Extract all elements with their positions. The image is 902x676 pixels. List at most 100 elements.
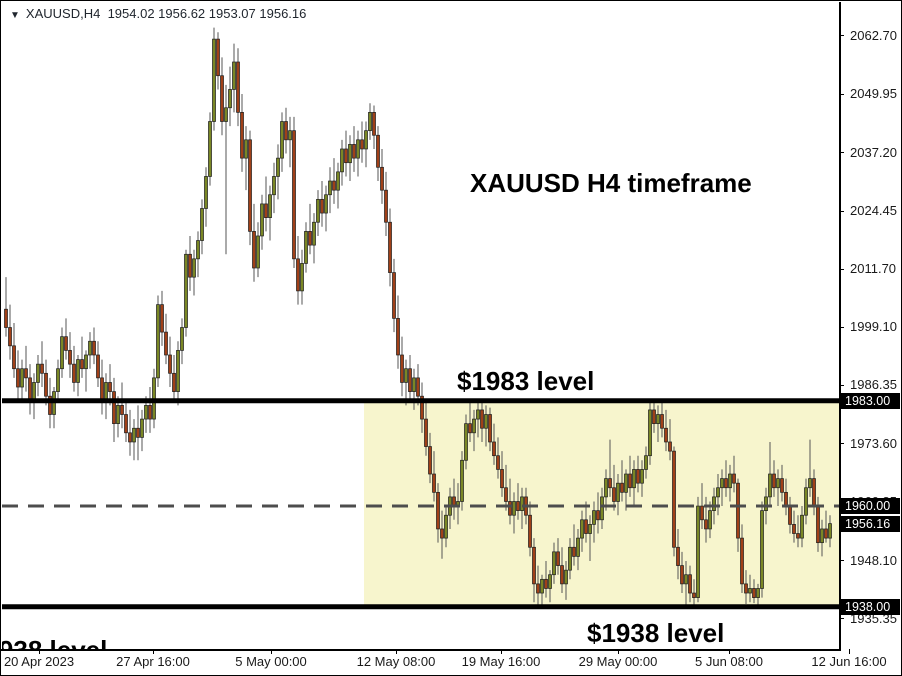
- candle: [540, 574, 544, 605]
- candle: [380, 148, 384, 204]
- candle: [36, 354, 40, 397]
- candle: [140, 409, 144, 452]
- candle: [504, 464, 508, 511]
- candle: [208, 112, 212, 186]
- candle: [360, 121, 364, 163]
- candle: [220, 57, 224, 136]
- time-tick-label: 5 May 00:00: [235, 654, 307, 669]
- candle: [468, 403, 472, 442]
- candle: [544, 560, 548, 598]
- candle: [568, 538, 572, 580]
- candle: [752, 579, 756, 604]
- candle: [160, 290, 164, 346]
- candle: [316, 190, 320, 236]
- price-marker-1983.00: 1983.00: [841, 392, 900, 409]
- candle: [604, 469, 608, 511]
- candle: [720, 469, 724, 507]
- timeframe-label: XAUUSD H4 timeframe: [470, 168, 752, 198]
- candle: [484, 405, 488, 447]
- candle: [216, 32, 220, 90]
- level-1983-label: $1983 level: [457, 366, 595, 396]
- time-axis[interactable]: 20 Apr 2023 27 Apr 16:00 5 May 00:00 12 May…: [1, 649, 901, 675]
- price-chart-canvas[interactable]: [2, 2, 839, 649]
- candle: [528, 501, 532, 557]
- candle: [308, 203, 312, 255]
- price-tick-label: 2011.70: [850, 261, 897, 277]
- candle: [760, 501, 764, 598]
- candle: [660, 400, 664, 438]
- candle: [688, 565, 692, 603]
- candle: [664, 409, 668, 452]
- candle: [288, 116, 292, 168]
- candle: [820, 519, 824, 557]
- price-axis[interactable]: 2062.70 2049.95 2037.20 2024.45 2011.70 1999.…: [839, 2, 901, 649]
- candle: [8, 304, 12, 360]
- level-1938-label-clipped: $1938 level: [2, 635, 107, 649]
- price-tick-mark: [839, 268, 844, 270]
- candle: [464, 414, 468, 470]
- chart-plot-area[interactable]: ▼ XAUUSD,H4 1954.02 1956.62 1953.07 1956.…: [2, 2, 839, 649]
- candle: [824, 510, 828, 543]
- candle: [344, 130, 348, 177]
- candle: [120, 382, 124, 429]
- candle: [324, 185, 328, 232]
- candle: [396, 295, 400, 369]
- symbol-title[interactable]: XAUUSD,H4: [25, 6, 101, 21]
- candle: [408, 354, 412, 401]
- candle: [828, 515, 832, 548]
- time-tick-mark: [849, 649, 850, 654]
- symbol-dropdown-icon[interactable]: ▼: [10, 10, 20, 21]
- candle: [228, 66, 232, 127]
- candle: [672, 446, 676, 557]
- candle: [436, 483, 440, 543]
- candle: [280, 112, 284, 172]
- candle: [736, 478, 740, 552]
- candle: [332, 158, 336, 204]
- time-tick-mark: [396, 649, 397, 654]
- time-tick-mark: [153, 649, 154, 654]
- candle: [692, 579, 696, 606]
- candle: [432, 451, 436, 502]
- candle: [96, 341, 100, 388]
- candle: [100, 359, 104, 415]
- candle: [264, 176, 268, 232]
- candle: [668, 419, 672, 461]
- candle: [600, 487, 604, 529]
- candle: [192, 249, 196, 296]
- candle: [304, 222, 308, 273]
- candle: [4, 277, 8, 337]
- candle: [420, 382, 424, 433]
- candle: [336, 162, 340, 209]
- candle: [428, 432, 432, 484]
- candle: [188, 235, 192, 291]
- candle: [12, 322, 16, 378]
- candle: [652, 398, 656, 433]
- candle: [72, 345, 76, 392]
- candle: [424, 400, 428, 456]
- candle: [480, 403, 484, 442]
- price-marker-1960.00: 1960.00: [841, 498, 900, 515]
- candle: [748, 574, 752, 603]
- candle: [680, 551, 684, 594]
- candle: [84, 350, 88, 392]
- candle: [224, 84, 228, 255]
- candle: [372, 105, 376, 149]
- candle: [724, 460, 728, 497]
- candle: [440, 510, 444, 559]
- candle: [492, 423, 496, 465]
- candle: [200, 199, 204, 255]
- candle: [400, 336, 404, 397]
- chart-header: ▼ XAUUSD,H4 1954.02 1956.62 1953.07 1956.…: [10, 6, 306, 21]
- price-tick-mark: [839, 210, 844, 212]
- candle: [276, 144, 280, 200]
- ohlc-readout: 1954.02 1956.62 1953.07 1956.16: [107, 6, 307, 21]
- time-tick-label: 12 Jun 16:00: [811, 654, 887, 669]
- candle: [268, 185, 272, 241]
- candle: [732, 455, 736, 493]
- candle: [28, 364, 32, 415]
- candle: [488, 407, 492, 452]
- candle: [24, 345, 28, 392]
- candle: [536, 565, 540, 605]
- candle: [244, 126, 248, 191]
- candle: [340, 139, 344, 186]
